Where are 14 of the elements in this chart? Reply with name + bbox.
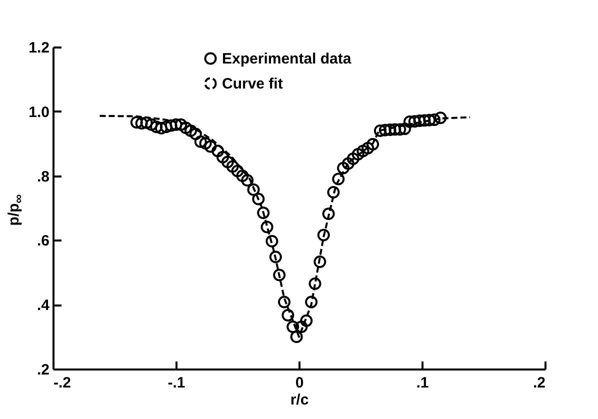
y-tick-label: .4	[36, 297, 50, 314]
y-tick-label: 1.2	[28, 40, 50, 56]
x-tick-label: -.2	[54, 374, 72, 392]
legend-label: Curve fit	[222, 76, 283, 92]
y-tick-label: .8	[36, 168, 50, 186]
y-tick-label: .6	[36, 232, 50, 250]
x-tick-label: 0	[295, 374, 304, 392]
y-tick-label: .2	[36, 362, 50, 378]
legend-label: Experimental data	[222, 50, 352, 68]
x-axis-title: r/c	[290, 392, 309, 408]
x-tick-label: .1	[416, 374, 429, 392]
x-tick-label: .2	[532, 374, 546, 392]
x-tick-label: -.1	[168, 374, 186, 392]
y-tick-label: 1.0	[28, 104, 50, 121]
